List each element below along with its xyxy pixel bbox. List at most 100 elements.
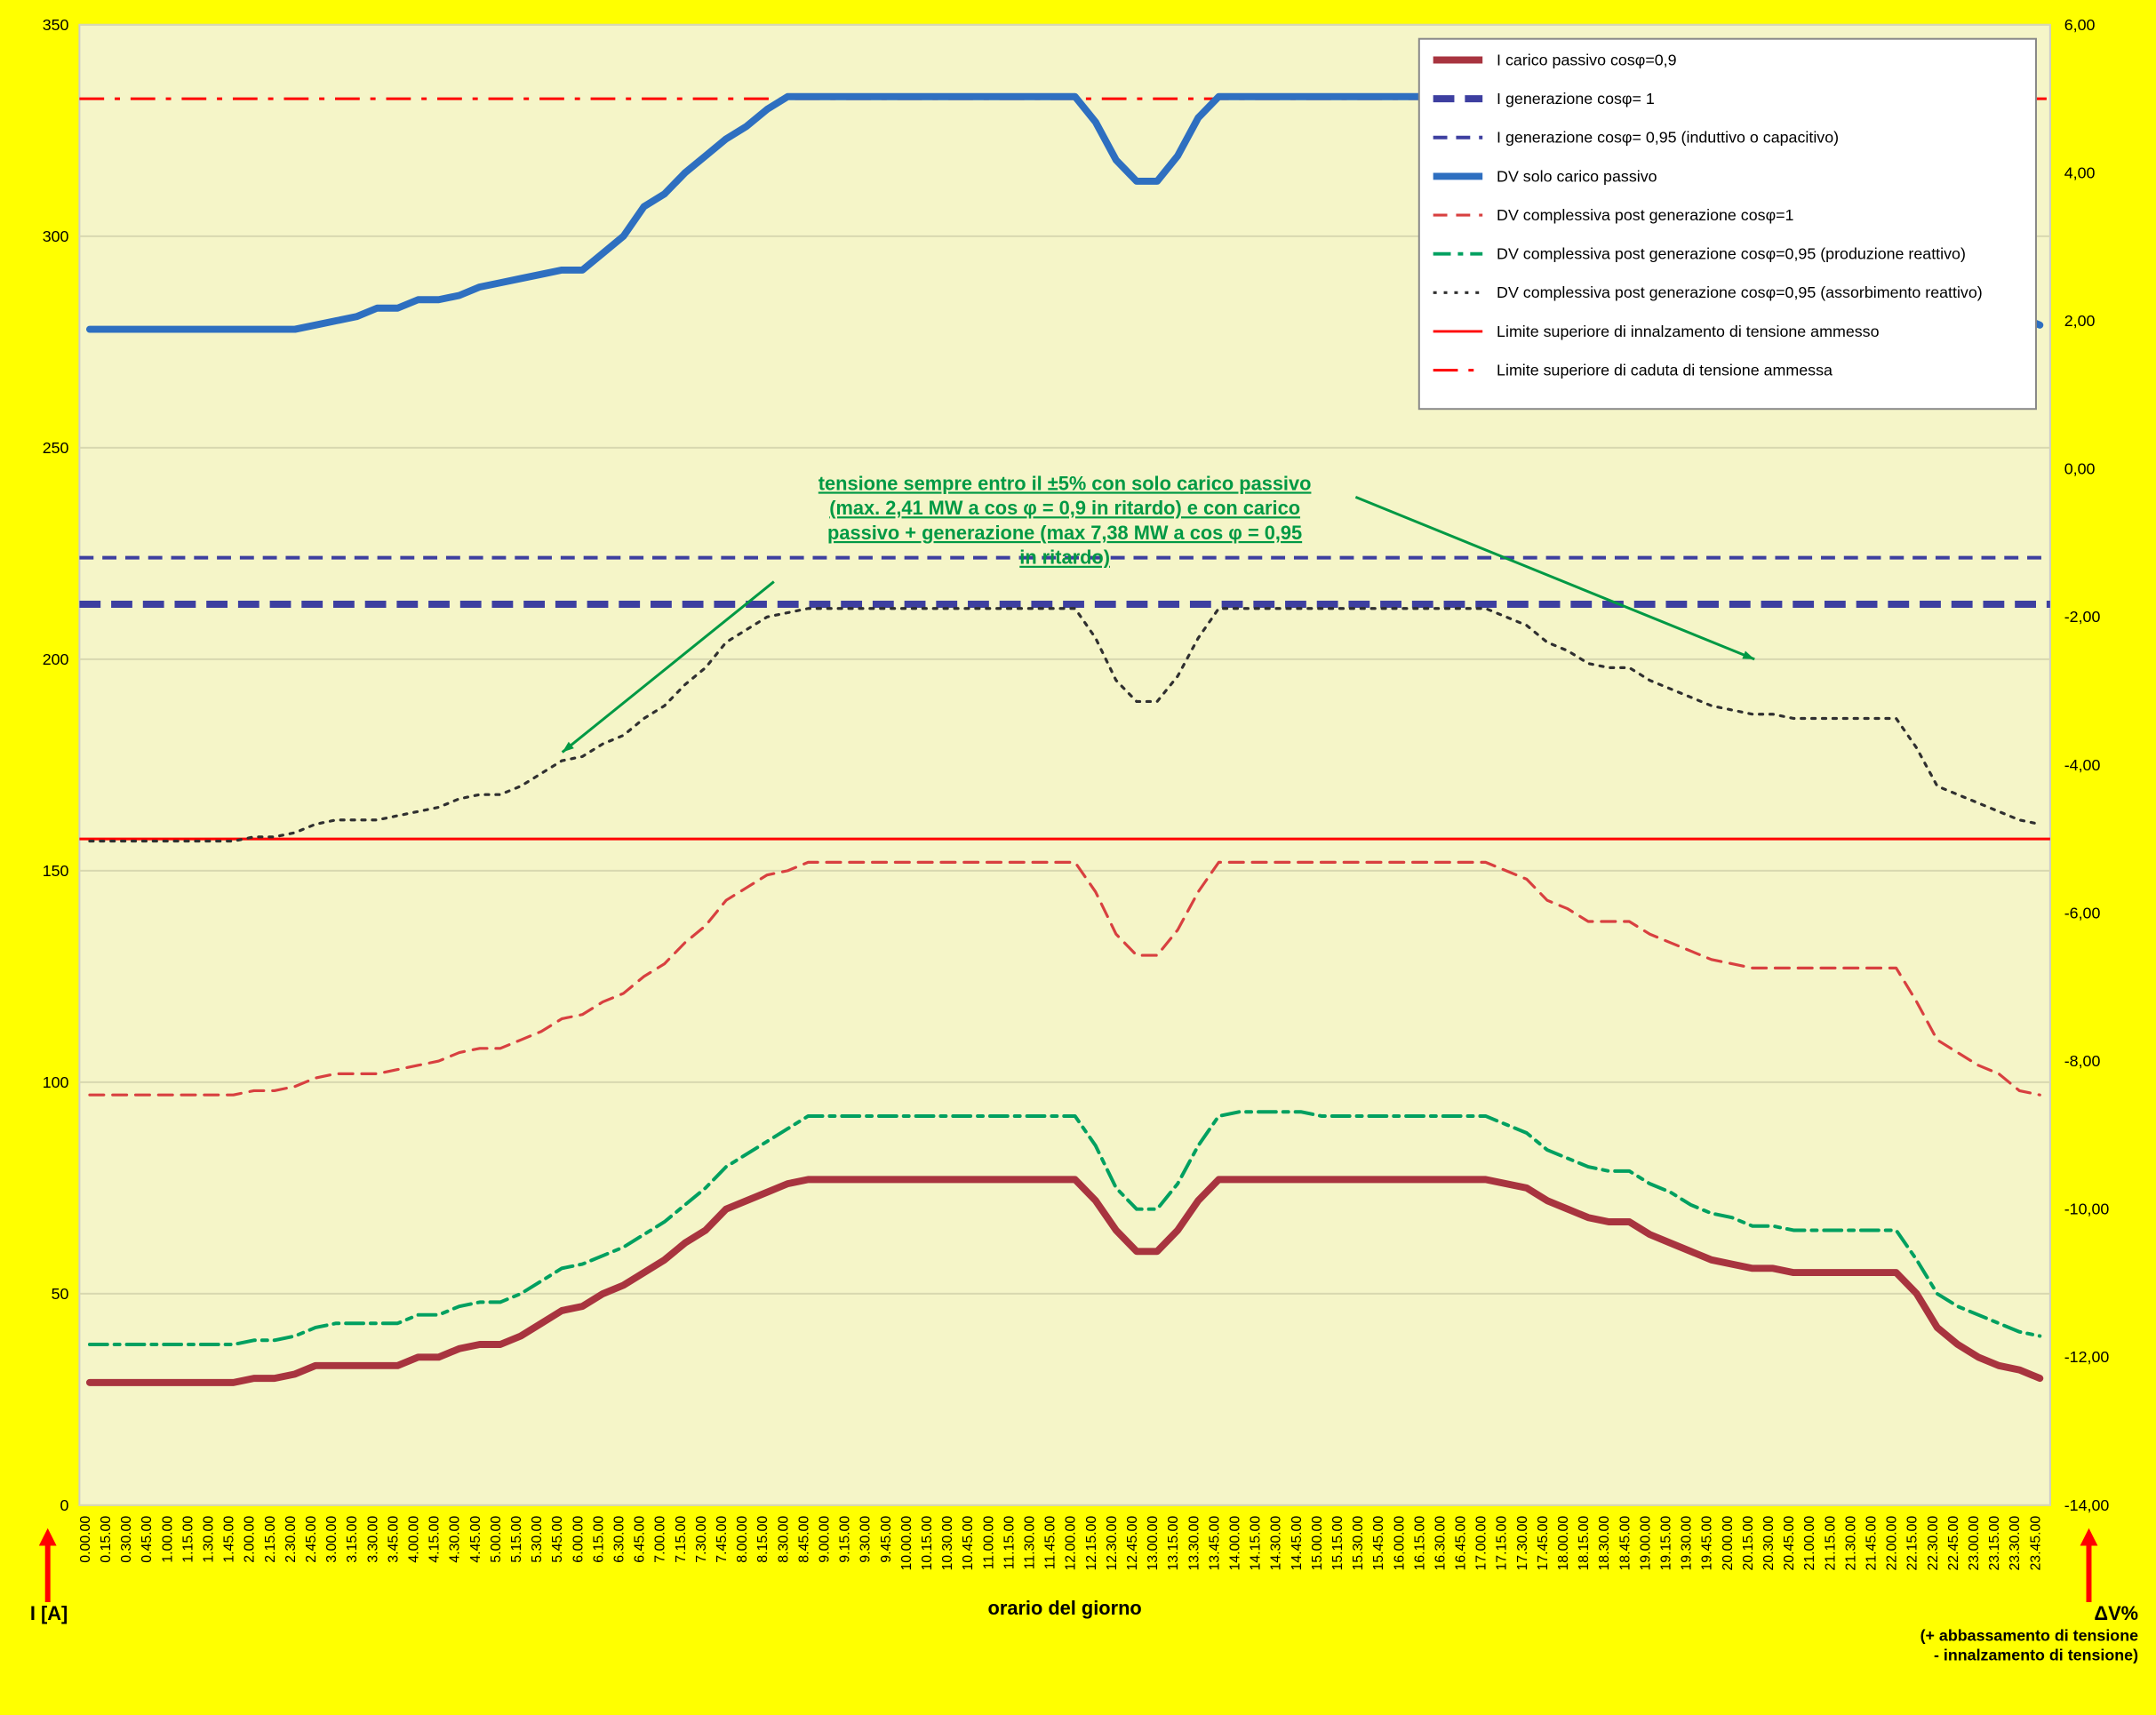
x-tick: 3.15.00 [345,1516,360,1563]
x-tick: 8.45.00 [796,1516,811,1563]
x-tick: 22.15.00 [1905,1516,1920,1571]
right-axis-arrow-icon [2080,1528,2098,1546]
right-axis-sublabel: (+ abbassamento di tensione [1920,1627,2138,1645]
x-tick: 1.00.00 [160,1516,175,1563]
legend-label: I carico passivo cosφ=0,9 [1497,51,1677,68]
x-tick: 20.00.00 [1721,1516,1736,1571]
x-tick: 14.00.00 [1227,1516,1242,1571]
x-tick: 18.45.00 [1617,1516,1633,1571]
y-tick-right: 2,00 [2064,312,2096,330]
x-tick: 17.30.00 [1515,1516,1530,1571]
x-tick: 6.30.00 [612,1516,627,1563]
x-tick: 22.00.00 [1885,1516,1900,1571]
y-tick-right: -14,00 [2064,1496,2110,1514]
x-tick: 23.30.00 [2008,1516,2023,1571]
x-tick: 12.15.00 [1084,1516,1099,1571]
y-tick-right: -6,00 [2064,904,2101,921]
x-tick: 10.45.00 [961,1516,976,1571]
left-axis-label: I [A] [30,1602,68,1624]
x-tick: 14.30.00 [1269,1516,1284,1571]
x-tick: 9.15.00 [838,1516,853,1563]
x-tick: 0.45.00 [140,1516,155,1563]
legend-label: DV complessiva post generazione cosφ=0,9… [1497,245,1966,263]
x-tick: 13.00.00 [1146,1516,1161,1571]
x-tick: 7.15.00 [674,1516,689,1563]
annotation-text: tensione sempre entro il ±5% con solo ca… [818,472,1312,494]
x-tick: 9.45.00 [879,1516,894,1563]
x-tick: 23.45.00 [2028,1516,2043,1571]
y-tick-right: -12,00 [2064,1348,2110,1366]
legend-label: DV solo carico passivo [1497,167,1657,185]
chart-svg: 050100150200250300350-14,00-12,00-10,00-… [7,7,2149,1708]
x-tick: 14.15.00 [1249,1516,1264,1571]
y-tick-left: 250 [43,439,69,457]
x-tick: 16.30.00 [1433,1516,1448,1571]
y-tick-left: 50 [52,1285,69,1303]
annotation-text: (max. 2,41 MW a cos φ = 0,9 in ritardo) … [829,497,1300,519]
x-tick: 20.30.00 [1761,1516,1777,1571]
x-tick: 17.45.00 [1536,1516,1551,1571]
x-tick: 21.45.00 [1865,1516,1880,1571]
legend-label: DV complessiva post generazione cosφ=0,9… [1497,283,1983,301]
right-axis-sublabel: - innalzamento di tensione) [1934,1646,2138,1663]
x-tick: 16.00.00 [1392,1516,1407,1571]
y-tick-right: 6,00 [2064,16,2096,34]
x-tick: 21.15.00 [1823,1516,1838,1571]
y-tick-right: -10,00 [2064,1200,2110,1218]
x-tick: 2.00.00 [243,1516,258,1563]
x-tick: 2.45.00 [304,1516,319,1563]
y-tick-left: 300 [43,227,69,245]
y-tick-right: -4,00 [2064,756,2101,774]
x-tick: 22.45.00 [1946,1516,1961,1571]
right-axis-label: ΔV% [2094,1602,2138,1624]
x-tick: 6.15.00 [591,1516,606,1563]
x-tick: 5.15.00 [509,1516,524,1563]
x-tick: 1.30.00 [202,1516,217,1563]
x-tick: 12.00.00 [1064,1516,1079,1571]
x-tick: 12.45.00 [1125,1516,1140,1571]
x-tick: 17.00.00 [1474,1516,1489,1571]
x-tick: 11.45.00 [1043,1516,1058,1570]
y-tick-left: 100 [43,1073,69,1091]
x-tick: 13.30.00 [1186,1516,1202,1571]
x-tick: 15.15.00 [1330,1516,1346,1571]
x-tick: 21.30.00 [1843,1516,1858,1571]
x-tick: 3.45.00 [386,1516,401,1563]
y-tick-left: 150 [43,862,69,880]
x-tick: 11.00.00 [981,1516,996,1570]
x-tick: 8.30.00 [776,1516,791,1563]
y-tick-right: -8,00 [2064,1052,2101,1070]
x-tick: 7.30.00 [694,1516,709,1563]
annotation-text: passivo + generazione (max 7,38 MW a cos… [827,522,1302,544]
x-tick: 10.30.00 [940,1516,955,1571]
x-tick: 23.00.00 [1967,1516,1982,1571]
x-tick: 13.45.00 [1207,1516,1222,1571]
x-tick: 0.00.00 [78,1516,93,1563]
left-axis-arrow-icon [39,1528,57,1546]
chart-container: 050100150200250300350-14,00-12,00-10,00-… [7,7,2149,1708]
x-tick: 22.30.00 [1926,1516,1941,1571]
x-tick: 4.15.00 [427,1516,443,1563]
y-tick-right: -2,00 [2064,608,2101,626]
x-tick: 12.30.00 [1105,1516,1120,1571]
x-tick: 15.00.00 [1310,1516,1325,1571]
x-tick: 4.45.00 [468,1516,483,1563]
x-tick: 1.45.00 [222,1516,237,1563]
x-tick: 16.45.00 [1454,1516,1469,1571]
x-tick: 6.00.00 [571,1516,586,1563]
x-tick: 11.15.00 [1002,1516,1017,1570]
y-tick-right: 4,00 [2064,164,2096,181]
x-tick: 4.30.00 [448,1516,463,1563]
x-tick: 19.00.00 [1638,1516,1653,1571]
x-tick: 7.00.00 [653,1516,668,1563]
x-tick: 1.15.00 [180,1516,196,1563]
annotation-text: in ritardo) [1019,546,1110,569]
x-tick: 2.15.00 [263,1516,278,1563]
x-tick: 18.00.00 [1556,1516,1571,1571]
x-tick: 13.15.00 [1166,1516,1181,1571]
x-tick: 15.45.00 [1371,1516,1386,1571]
x-tick: 3.00.00 [324,1516,339,1563]
x-tick: 4.00.00 [407,1516,422,1563]
x-tick: 15.30.00 [1351,1516,1366,1571]
legend-label: Limite superiore di innalzamento di tens… [1497,323,1880,340]
